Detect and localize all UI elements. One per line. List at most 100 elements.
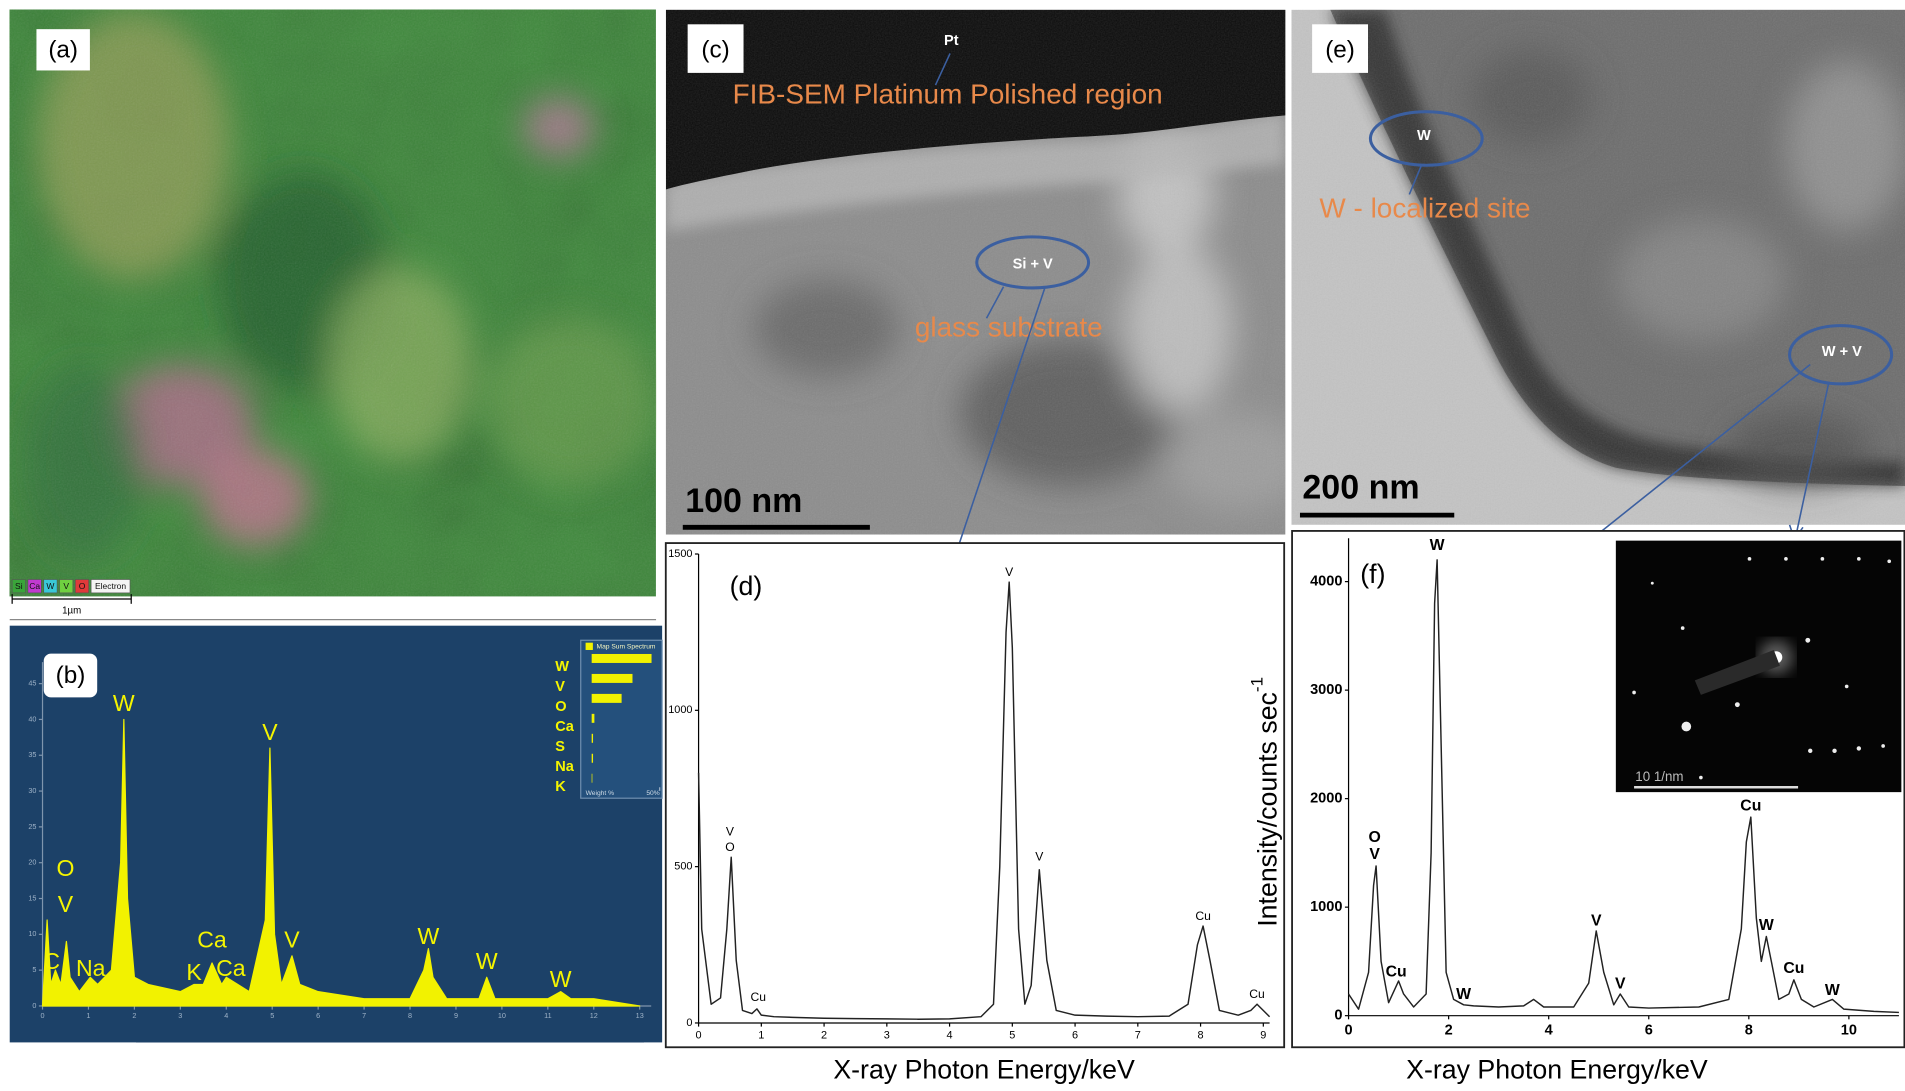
y-tick-label: 0 xyxy=(1334,1008,1342,1024)
x-tick-label: 8 xyxy=(408,1011,412,1020)
panel-label: (c) xyxy=(701,36,729,63)
peak-label: V xyxy=(262,719,278,745)
legend-element: S xyxy=(555,739,565,755)
legend-label: V xyxy=(63,581,69,591)
spot xyxy=(1699,776,1703,780)
peak-label: W xyxy=(1825,982,1840,999)
peak-label: Ca xyxy=(216,955,246,981)
y-axis-label-sup: -1 xyxy=(1248,677,1267,692)
x-tick-label: 4 xyxy=(1545,1023,1554,1039)
y-tick-label: 15 xyxy=(28,893,36,902)
x-tick-label: 0 xyxy=(1345,1023,1353,1039)
legend-element: Ca xyxy=(555,719,575,735)
peak-label: O xyxy=(57,855,75,881)
x-tick-label: 10 xyxy=(1841,1023,1857,1039)
x-tick-label: 4 xyxy=(224,1011,228,1020)
x-tick-label: 2 xyxy=(821,1029,827,1041)
x-axis-label: X-ray Photon Energy/keV xyxy=(1406,1055,1708,1085)
peak-label: K xyxy=(186,959,202,985)
spot xyxy=(1632,691,1636,695)
x-tick-label: 6 xyxy=(1645,1023,1653,1039)
spot xyxy=(1784,557,1788,561)
peak-label: W xyxy=(418,923,440,949)
y-tick-label: 45 xyxy=(28,679,36,688)
y-tick-label: 30 xyxy=(28,786,36,795)
peak-label: Cu xyxy=(1783,960,1804,977)
weight-bar xyxy=(592,654,652,663)
x-tick-label: 1 xyxy=(86,1011,90,1020)
panel-label: (e) xyxy=(1325,36,1355,63)
legend-swatch xyxy=(586,643,593,650)
panel-label: (b) xyxy=(56,662,86,689)
y-tick-label: 40 xyxy=(28,714,36,723)
y-tick-label: 3000 xyxy=(1310,682,1342,698)
scale-label: 200 nm xyxy=(1302,469,1419,507)
tem-image-e xyxy=(1291,10,1905,525)
legend-element: V xyxy=(555,679,565,695)
legend-title: Map Sum Spectrum xyxy=(597,644,656,651)
peak-label: Ca xyxy=(197,927,227,953)
peak-label: Cu xyxy=(1249,987,1265,1001)
panel-label: (d) xyxy=(730,571,763,601)
x-tick-label: 6 xyxy=(316,1011,320,1020)
y-tick-label: 2000 xyxy=(1310,790,1342,806)
weight-bar xyxy=(592,734,593,743)
peak-label: V xyxy=(726,824,735,838)
diffraction-inset: 10 1/nm xyxy=(1616,541,1902,792)
peak-label: W xyxy=(1759,917,1774,934)
peak-label: O xyxy=(1368,829,1380,846)
x-tick-label: 10 xyxy=(498,1011,506,1020)
peak-label: Cu xyxy=(750,990,765,1004)
spot xyxy=(1832,749,1836,753)
annotation: Si + V xyxy=(1013,257,1053,273)
y-tick-label: 500 xyxy=(674,861,692,873)
weight-bar xyxy=(592,754,593,763)
peak-label: V xyxy=(1035,849,1044,863)
legend-label: O xyxy=(79,581,86,591)
spot xyxy=(1857,557,1861,561)
peak-label: V xyxy=(1615,975,1626,992)
x-tick-label: 9 xyxy=(1260,1029,1266,1041)
spot xyxy=(1821,557,1825,561)
x-axis-label: X-ray Photon Energy/keV xyxy=(833,1055,1135,1085)
peak-label: V xyxy=(1369,846,1380,863)
x-tick-label: 13 xyxy=(636,1011,644,1020)
x-tick-label: 1 xyxy=(758,1029,764,1041)
annotation: Pt xyxy=(944,33,959,49)
x-tick-label: 3 xyxy=(178,1011,182,1020)
scale-label: 1µm xyxy=(62,606,81,617)
x-tick-label: 7 xyxy=(1135,1029,1141,1041)
panel-label: (f) xyxy=(1360,559,1385,589)
legend-label: Si xyxy=(15,581,23,591)
inset-scale-label: 10 1/nm xyxy=(1635,769,1683,784)
peak-label: O xyxy=(725,840,734,854)
x-tick-label: 9 xyxy=(454,1011,458,1020)
legend-label: Electron xyxy=(95,581,126,591)
legend-element: O xyxy=(555,699,566,715)
spot xyxy=(1857,746,1861,750)
x-axis-label: Weight % xyxy=(586,790,614,797)
y-tick-label: 4000 xyxy=(1310,573,1342,589)
weight-bar xyxy=(592,694,622,703)
figure: (a) SiCaWVOElectron 1µm (c) Pt FIB-SEM P… xyxy=(0,0,1905,1091)
annotation: glass substrate xyxy=(915,312,1103,343)
x-tick-label: 2 xyxy=(1445,1023,1453,1039)
y-tick-label: 25 xyxy=(28,822,36,831)
x-tick-label: 11 xyxy=(544,1011,552,1020)
scale-label: 100 nm xyxy=(685,482,802,520)
peak-label: V xyxy=(284,927,300,953)
peak-label: W xyxy=(476,948,498,974)
spectrum-frame xyxy=(666,543,1284,1047)
spot xyxy=(1808,749,1812,753)
y-axis-label-text: Intensity/counts sec xyxy=(1253,692,1283,927)
peak-label: V xyxy=(58,891,74,917)
x-tick-label: 8 xyxy=(1198,1029,1204,1041)
annotation: W - localized site xyxy=(1319,193,1530,224)
y-tick-label: 35 xyxy=(28,750,36,759)
y-tick-label: 10 xyxy=(28,929,36,938)
legend-label: Ca xyxy=(29,581,40,591)
sem-map xyxy=(10,10,656,597)
spot xyxy=(1681,626,1685,630)
sem-texture xyxy=(10,10,656,597)
x-tick-label: 5 xyxy=(270,1011,274,1020)
